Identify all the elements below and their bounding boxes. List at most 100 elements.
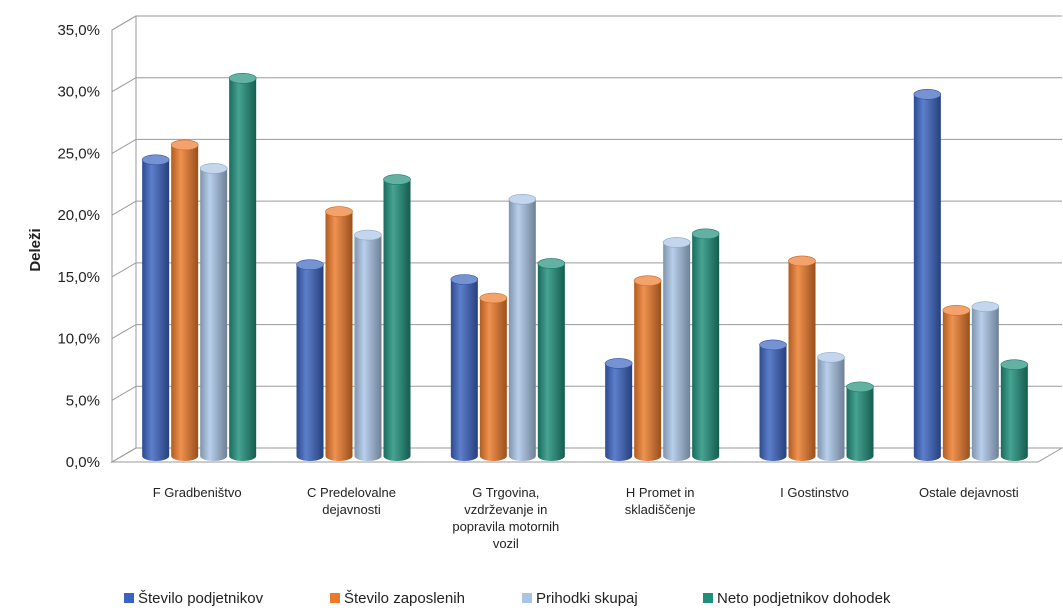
bar-top [913, 89, 942, 100]
bar [913, 89, 942, 462]
bar [662, 237, 691, 462]
gridline [111, 15, 1062, 31]
legend-swatch [522, 593, 532, 603]
bar-top [788, 255, 816, 267]
y-tick-label: 25,0% [57, 145, 100, 162]
y-tick-label: 5,0% [66, 392, 100, 409]
bar-body [479, 298, 507, 462]
legend-item: Število podjetnikov [124, 590, 264, 607]
legend-swatch [703, 593, 713, 603]
legend-item: Prihodki skupaj [522, 590, 638, 607]
bar [170, 139, 199, 462]
y-tick-label: 30,0% [57, 84, 100, 101]
gridline [111, 200, 1062, 216]
bar-top [354, 229, 382, 241]
bar-top [633, 275, 662, 287]
bar-body [325, 211, 353, 462]
bar [450, 274, 479, 462]
legend-swatch [330, 593, 340, 603]
bar-body [634, 280, 662, 462]
bar-body [508, 199, 536, 461]
bar-top [971, 301, 1000, 312]
bar [817, 351, 845, 462]
bar-body [817, 357, 845, 462]
bar [228, 73, 257, 461]
bar-top [759, 339, 787, 351]
gridline [111, 324, 1062, 340]
y-tick-label: 35,0% [57, 22, 100, 39]
bar [1000, 359, 1029, 461]
legend-label: Število podjetnikov [138, 590, 264, 607]
bar [971, 301, 1000, 462]
legend-label: Število zaposlenih [344, 590, 465, 607]
bar [633, 275, 662, 462]
bar [846, 381, 874, 462]
bar-body [971, 306, 999, 462]
bar-top [170, 139, 199, 151]
bar-body [692, 233, 720, 462]
bar-top [228, 73, 257, 84]
x-tick-label: Ostale dejavnosti [919, 485, 1019, 500]
bar-top [942, 305, 971, 316]
bar-top [846, 381, 874, 393]
bar [604, 358, 633, 462]
x-axis-labels: F Gradbeništvo C Predelovalne dejavnosti G … [153, 485, 1019, 551]
legend-label: Prihodki skupaj [536, 590, 638, 607]
bar [537, 258, 566, 462]
bar [942, 305, 971, 462]
bar-body [171, 144, 199, 462]
bar-body [663, 242, 691, 462]
y-tick-label: 10,0% [57, 331, 100, 348]
bar-body [788, 260, 816, 462]
bar-top [199, 163, 228, 174]
bar-body [942, 310, 970, 462]
bar-top [662, 237, 691, 248]
bar-body [229, 78, 257, 461]
bar-body [200, 168, 228, 462]
bar [383, 174, 411, 462]
bar-body [142, 159, 170, 462]
bar-body [354, 235, 382, 462]
y-axis-ticks: 0,0% 5,0% 10,0% 15,0% 20,0% 25,0% 30,0% 35,0% [57, 22, 100, 471]
bar-top [817, 351, 845, 363]
gridline [111, 262, 1062, 278]
bar-top [383, 174, 411, 185]
bar-top [691, 228, 720, 240]
bar-top [604, 358, 633, 369]
legend-item: Neto podjetnikov dohodek [703, 590, 891, 607]
bar [199, 163, 228, 462]
bar-top [450, 274, 479, 285]
bar [691, 228, 720, 462]
gridline [111, 77, 1062, 93]
y-axis-title: Deleži [27, 228, 44, 271]
bar [354, 229, 382, 462]
x-tick-label: H Promet in skladiščenje [625, 485, 696, 517]
bar-top [537, 258, 566, 269]
gridlines [111, 15, 1062, 463]
bar-top [508, 193, 537, 205]
bar-body [605, 363, 633, 462]
gridline [111, 138, 1062, 154]
bar-body [537, 263, 565, 462]
bar [508, 193, 537, 461]
x-tick-label: F Gradbeništvo [153, 485, 242, 500]
x-tick-label: C Predelovalne dejavnosti [307, 485, 396, 517]
bar [788, 255, 816, 462]
bar [479, 292, 508, 462]
bar-body [296, 264, 324, 462]
bar-top [479, 292, 508, 304]
bar [325, 206, 353, 462]
bar-body [846, 386, 874, 462]
x-tick-label: I Gostinstvo [780, 485, 849, 500]
legend-item: Število zaposlenih [330, 590, 465, 607]
bar-top [141, 154, 170, 166]
bar-body [1000, 364, 1028, 461]
side-wall [111, 15, 137, 463]
y-tick-label: 15,0% [57, 269, 100, 286]
legend-label: Neto podjetnikov dohodek [717, 590, 891, 607]
bar-top [296, 259, 324, 270]
bars [141, 73, 1029, 462]
gridline [111, 385, 1062, 401]
legend-swatch [124, 593, 134, 603]
